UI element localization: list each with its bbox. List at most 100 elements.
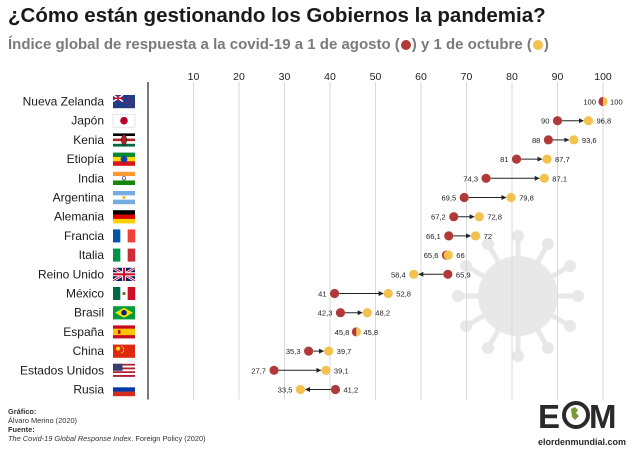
agosto-value-label: 27,7 xyxy=(251,366,266,375)
grafico-value: Álvaro Merino (2020) xyxy=(8,416,78,425)
octubre-dot xyxy=(295,384,306,395)
octubre-value-label: 87,1 xyxy=(552,174,567,183)
octubre-value-label: 39,7 xyxy=(337,347,352,356)
agosto-value-label: 41,2 xyxy=(343,386,358,395)
virus-icon xyxy=(452,230,584,362)
octubre-dot xyxy=(321,365,331,375)
agosto-dot xyxy=(335,308,346,318)
octubre-value-label: 33,5 xyxy=(278,386,293,395)
octubre-dot xyxy=(356,327,361,337)
germany-flag xyxy=(113,210,135,224)
fuente-label: Fuente: xyxy=(8,425,35,434)
agosto-value-label: 35,3 xyxy=(286,347,301,356)
country-label: Japón xyxy=(71,114,104,128)
country-label: China xyxy=(73,344,105,358)
agosto-dot xyxy=(552,116,563,126)
octubre-value-label: 39,1 xyxy=(334,366,349,375)
country-label: México xyxy=(66,287,104,301)
brazil-flag xyxy=(113,306,135,320)
grafico-label: Gráfico: xyxy=(8,407,37,416)
x-tick-label: 20 xyxy=(233,71,245,83)
agosto-dot xyxy=(511,154,522,164)
octubre-dot xyxy=(583,116,594,126)
india-flag xyxy=(113,171,135,185)
x-tick-label: 10 xyxy=(188,71,200,83)
octubre-value-label: 72 xyxy=(484,232,492,241)
agosto-value-label: 65,9 xyxy=(456,270,471,279)
chart-footer: Gráfico: Álvaro Merino (2020) Fuente: Th… xyxy=(8,407,206,443)
x-tick-label: 40 xyxy=(324,71,336,83)
agosto-dot xyxy=(444,231,454,241)
france-flag xyxy=(113,229,136,243)
octubre-dot xyxy=(443,250,453,260)
x-tick-label: 70 xyxy=(461,71,473,83)
agosto-value-label: 88 xyxy=(532,136,540,145)
country-label: España xyxy=(63,325,104,339)
octubre-value-label: 45,8 xyxy=(363,328,378,337)
fuente-rest: . Foreign Policy (2020) xyxy=(131,434,206,443)
octubre-dot xyxy=(383,288,393,299)
country-label: Alemania xyxy=(54,210,104,224)
x-tick-label: 60 xyxy=(415,71,427,83)
subtitle-part-2: ) y 1 de octubre ( xyxy=(411,36,532,53)
mexico-flag xyxy=(113,287,136,300)
octubre-dot xyxy=(471,231,481,241)
octubre-value-label: 87,7 xyxy=(555,155,570,164)
x-tick-label: 50 xyxy=(370,71,382,83)
x-tick-label: 80 xyxy=(506,71,518,83)
globe-icon xyxy=(562,401,590,429)
x-tick-label: 30 xyxy=(279,71,291,83)
octubre-value-label: 93,6 xyxy=(582,136,597,145)
agosto-dot xyxy=(351,327,357,337)
agosto-value-label: 74,3 xyxy=(463,174,478,183)
octubre-dot xyxy=(324,346,334,356)
agosto-dot xyxy=(269,365,279,375)
octubre-value-label: 96,8 xyxy=(596,117,611,126)
chart-title: ¿Cómo están gestionando los Gobiernos la… xyxy=(8,4,546,27)
country-label: Estados Unidos xyxy=(20,363,104,377)
agosto-dot xyxy=(449,212,459,222)
agosto-value-label: 42,3 xyxy=(318,309,333,318)
ethiopia-flag xyxy=(113,152,135,166)
agosto-value-label: 81 xyxy=(500,155,508,164)
japan-flag xyxy=(112,113,136,128)
new-zealand-flag xyxy=(112,94,135,109)
country-label: Reino Unido xyxy=(38,267,104,281)
agosto-dot xyxy=(443,269,453,279)
italy-flag xyxy=(113,248,136,262)
country-label: Rusia xyxy=(73,383,104,397)
octubre-dot xyxy=(569,135,579,145)
kenya-flag xyxy=(113,133,135,147)
agosto-dot xyxy=(304,346,314,356)
octubre-value-label: 52,8 xyxy=(396,290,411,299)
octubre-value-label: 79,8 xyxy=(519,194,534,203)
agosto-value-label: 65,6 xyxy=(424,251,439,260)
agosto-value-label: 67,2 xyxy=(431,213,446,222)
agosto-legend-dot xyxy=(400,40,411,50)
octubre-dot xyxy=(539,173,549,183)
agosto-dot xyxy=(330,384,341,395)
logo-letter-e: E xyxy=(538,398,560,435)
country-label: Etiopía xyxy=(67,152,105,166)
octubre-value-label: 66 xyxy=(456,251,464,260)
country-label: Italia xyxy=(79,248,105,262)
spain-flag xyxy=(113,325,135,339)
agosto-value-label: 45,8 xyxy=(335,328,350,337)
agosto-value-label: 66,1 xyxy=(426,232,441,241)
logo-url: elordenmundial.com xyxy=(538,437,627,447)
uk-flag xyxy=(112,266,136,282)
octubre-value-label: 100 xyxy=(610,98,623,107)
agosto-value-label: 100 xyxy=(583,98,596,107)
agosto-dot xyxy=(481,173,491,183)
fuente-title: The Covid-19 Global Response Index xyxy=(8,434,132,443)
x-tick-label: 90 xyxy=(552,71,564,83)
agosto-dot xyxy=(543,135,554,145)
logo-letter-m: M xyxy=(589,398,616,435)
russia-flag xyxy=(113,383,135,397)
subtitle-part-3: ) xyxy=(543,36,549,53)
octubre-dot xyxy=(362,308,372,318)
country-label: Argentina xyxy=(53,191,105,205)
